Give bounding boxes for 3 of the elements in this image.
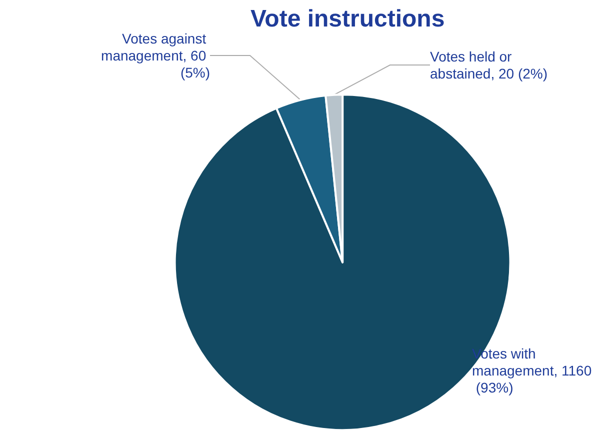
slice-label: Votes held or abstained, 20 (2%) [430,48,548,82]
chart-title: Vote instructions [250,6,445,32]
slice-label: Votes against management, 60 (5%) [101,30,210,80]
